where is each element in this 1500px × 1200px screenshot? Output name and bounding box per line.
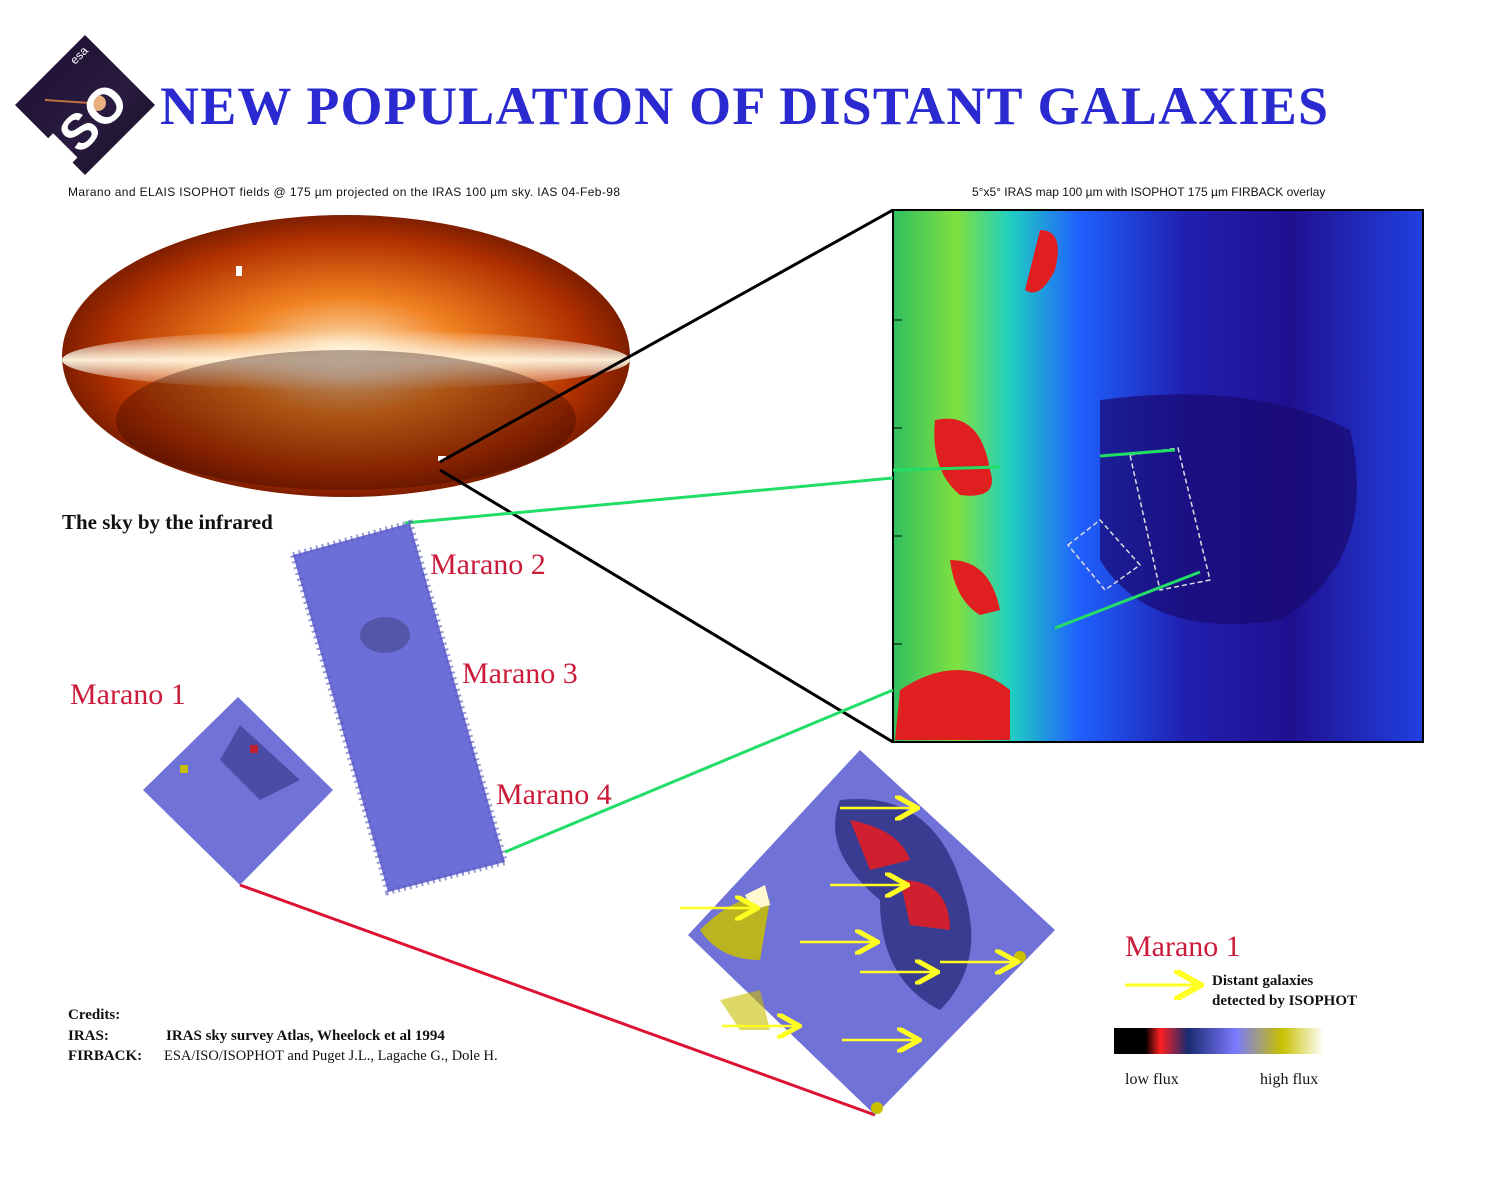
credits-heading: Credits:	[68, 1007, 120, 1023]
iras-map-caption: 5°x5° IRAS map 100 µm with ISOPHOT 175 µ…	[972, 185, 1325, 199]
legend-title: Marano 1	[1125, 930, 1241, 963]
marano-1-field-large	[688, 750, 1055, 1115]
iras-100um-map	[892, 209, 1424, 743]
label-marano-2: Marano 2	[430, 548, 546, 581]
credits-firback-key: FIRBACK:	[68, 1048, 142, 1064]
page-title: NEW POPULATION OF DISTANT GALAXIES	[160, 76, 1328, 136]
sky-label: The sky by the infrared	[62, 510, 273, 534]
label-marano-1: Marano 1	[70, 678, 186, 711]
legend-text-2: detected by ISOPHOT	[1212, 993, 1357, 1009]
high-flux-label: high flux	[1260, 1071, 1318, 1088]
credits-iras-key: IRAS:	[68, 1028, 109, 1044]
label-marano-4: Marano 4	[496, 778, 612, 811]
galaxy-arrows	[680, 808, 1015, 1040]
connector-lines	[239, 208, 1201, 1117]
marano-2-4-strip	[289, 519, 509, 896]
infrared-sky-map	[62, 215, 630, 497]
marano-1-field-small	[143, 697, 333, 885]
legend-text-1: Distant galaxies	[1212, 973, 1313, 989]
label-marano-3: Marano 3	[462, 657, 578, 690]
low-flux-label: low flux	[1125, 1071, 1179, 1088]
iso-logo: esa ISO	[15, 35, 155, 175]
flux-colorbar	[1114, 1028, 1324, 1054]
credits: Credits: IRAS: IRAS sky survey Atlas, Wh…	[68, 1007, 498, 1064]
sky-map-caption: Marano and ELAIS ISOPHOT fields @ 175 µm…	[68, 185, 620, 199]
credits-iras-value: IRAS sky survey Atlas, Wheelock et al 19…	[166, 1028, 445, 1044]
credits-firback-value: ESA/ISO/ISOPHOT and Puget J.L., Lagache …	[164, 1048, 498, 1064]
iras-axis-ticks	[893, 319, 902, 645]
